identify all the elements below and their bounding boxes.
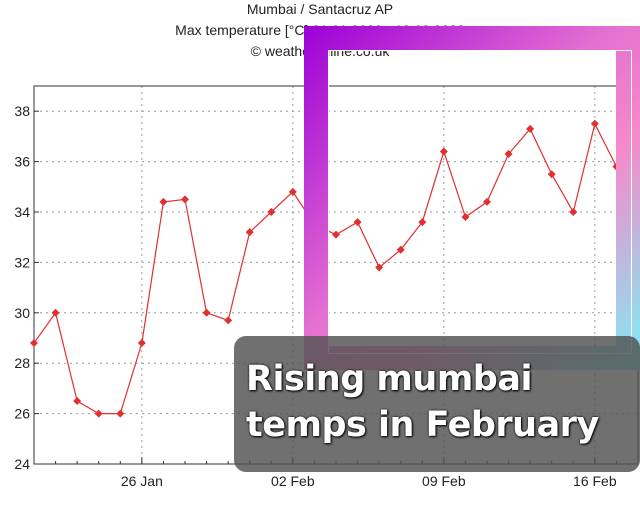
data-point-2023-01-24	[94, 409, 103, 418]
x-tick-label-2023-02-16: 16 Feb	[573, 473, 617, 489]
data-point-2023-02-02	[288, 187, 297, 196]
data-point-2023-01-22	[51, 308, 60, 317]
x-axis: 26 Jan 02 Feb 09 Feb 16 Feb	[33, 457, 639, 489]
y-axis: 24 26 28 30 32 34 36 38	[14, 103, 39, 472]
y-tick-label-32: 32	[14, 254, 30, 270]
data-point-2023-01-28	[181, 195, 189, 204]
data-point-2023-01-30	[224, 316, 233, 325]
decorative-gradient-frame	[304, 26, 640, 370]
x-tick-label-2023-01-26: 26 Jan	[121, 473, 163, 489]
title-line-1: Mumbai / Santacruz AP	[247, 1, 393, 17]
y-tick-label-34: 34	[14, 204, 30, 220]
data-point-2023-02-01	[267, 208, 276, 216]
y-tick-label-26: 26	[14, 406, 30, 422]
y-tick-label-30: 30	[14, 305, 30, 321]
y-tick-label-24: 24	[14, 456, 30, 472]
caption-text: Rising mumbai temps in February	[246, 356, 636, 448]
data-point-2023-01-23	[73, 397, 82, 405]
y-tick-label-38: 38	[14, 103, 30, 119]
x-tick-label-2023-02-09: 09 Feb	[422, 473, 466, 489]
y-tick-label-36: 36	[14, 154, 30, 170]
data-point-2023-01-27	[159, 197, 168, 206]
data-point-2023-01-21	[30, 339, 38, 348]
data-point-2023-01-31	[245, 228, 254, 237]
x-tick-label-2023-02-02: 02 Feb	[271, 473, 315, 489]
caption-line-2: temps in February	[246, 405, 599, 445]
data-point-2023-01-25	[116, 409, 125, 418]
caption-overlay-box	[234, 336, 640, 472]
caption-line-1: Rising mumbai	[246, 359, 532, 399]
data-point-2023-01-26	[137, 339, 146, 348]
data-point-2023-01-29	[202, 308, 211, 317]
y-tick-label-28: 28	[14, 355, 30, 371]
